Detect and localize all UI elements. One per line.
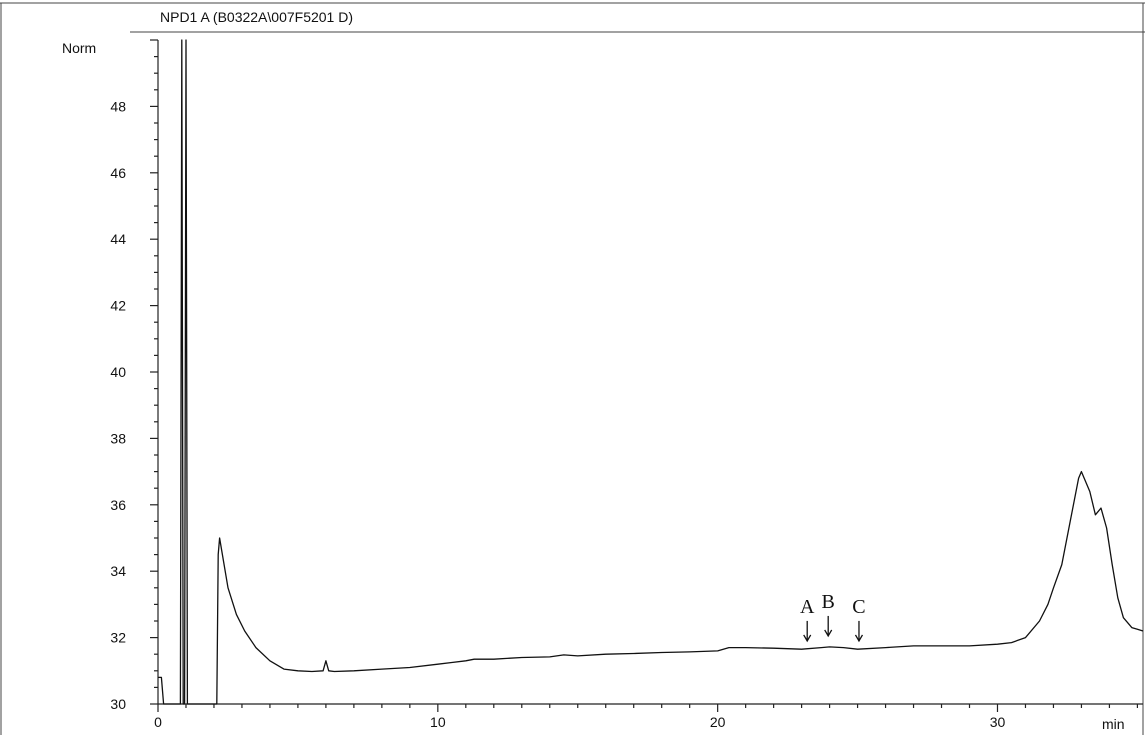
y-tick-label: 30 [110,696,126,712]
annotation-arrow-head [824,629,833,638]
y-tick-label: 46 [110,165,126,181]
x-tick-label: 20 [710,714,726,730]
annotation-arrow-head [803,634,812,643]
annotation-arrow-head [854,634,864,643]
y-tick-label: 42 [110,298,126,314]
y-tick-label: 34 [110,563,126,579]
y-tick-label: 38 [110,430,126,446]
y-tick-label: 36 [110,497,126,513]
x-tick-label: 0 [154,714,162,730]
y-tick-label: 44 [110,231,126,247]
y-tick-label: 48 [110,98,126,114]
x-axis-label: min [1102,716,1125,732]
annotation-label: C [852,596,865,618]
x-ticks: 0 10 20 30 [154,704,1139,730]
y-axis-label: Norm [62,40,96,56]
y-tick-label: 32 [110,630,126,646]
x-tick-label: 10 [430,714,446,730]
annotation-label: B [822,591,835,613]
annotation-label: A [800,596,815,618]
y-ticks: 30 32 34 36 38 40 42 44 46 48 [110,39,158,712]
y-tick-label: 40 [110,364,126,380]
series-trace-line [158,39,1144,705]
chart-title: NPD1 A (B0322A\007F5201 D) [160,9,353,25]
x-tick-label: 30 [990,714,1006,730]
